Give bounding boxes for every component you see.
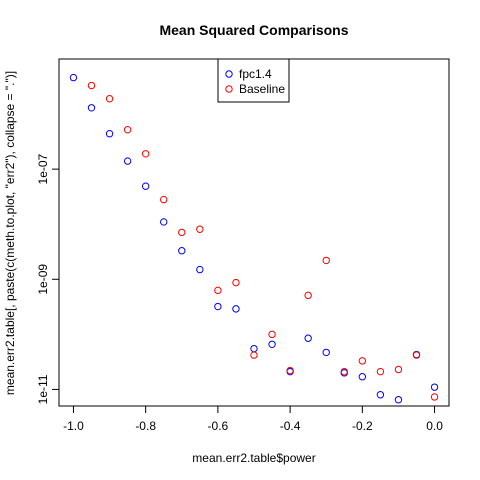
data-point [376,391,385,399]
data-point [196,265,204,274]
x-tick-label: -0.2 [352,419,373,433]
x-tick-label: -0.4 [280,419,301,433]
data-point [376,367,385,376]
data-point [304,334,312,342]
x-tick-label: 0.0 [426,419,443,433]
data-point [286,366,294,375]
plot-frame [58,58,450,407]
y-tick-label: 1e-09 [36,264,50,295]
data-point [232,305,240,313]
data-point [123,157,132,165]
data-point [358,373,367,381]
data-point [123,126,132,134]
x-tick-label: -0.8 [135,419,156,433]
data-point [69,73,78,82]
y-axis-label: mean.err2.table[, paste(c(meth.to.plot, … [3,71,17,395]
data-point [358,357,367,365]
x-tick-label: -1.0 [63,419,84,433]
data-point [304,291,312,300]
data-point [214,302,222,311]
data-point [268,340,276,348]
data-point [141,182,150,190]
data-point [340,367,348,376]
data-point [232,278,240,287]
data-point [430,393,439,401]
data-point [160,218,168,226]
legend-box [217,58,290,103]
data-point [322,256,330,265]
data-point [105,130,114,138]
data-point [250,344,258,353]
data-point [141,150,150,158]
y-tick-label: 1e-07 [36,153,50,184]
data-point [105,95,114,103]
y-axis: 1e-07 1e-09 1e-11 [36,153,59,404]
data-point [322,348,330,357]
data-point [160,195,168,204]
x-axis: -1.0 -0.8 -0.6 -0.4 -0.2 0.0 [63,406,443,433]
data-points [69,73,439,404]
data-point [268,330,276,339]
data-point [178,228,186,237]
data-point [412,351,421,359]
x-tick-label: -0.6 [208,419,229,433]
data-point [394,365,403,374]
data-point [250,351,258,359]
data-point [214,286,222,295]
data-point [178,247,186,255]
legend-marker [225,85,233,93]
data-point [394,396,403,404]
legend-entry-label: fpc1.4 [239,67,272,81]
chart-title: Mean Squared Comparisons [159,22,348,38]
data-point [430,383,439,391]
legend-entry-label: Baseline [239,82,285,96]
x-axis-label: mean.err2.table$power [192,451,315,465]
data-point [196,225,204,233]
data-point [87,81,96,90]
legend-marker [225,70,233,78]
y-tick-label: 1e-11 [36,374,50,404]
data-point [87,104,96,112]
